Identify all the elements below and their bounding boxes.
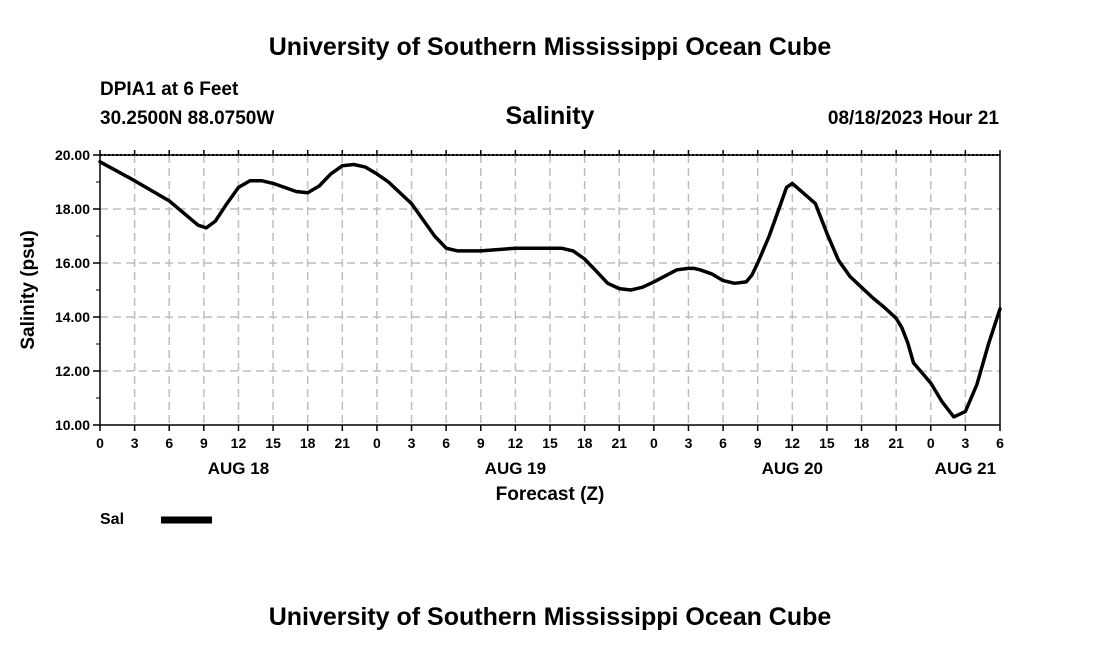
x-tick-label: 18 [577, 435, 593, 451]
x-tick-label: 0 [927, 435, 935, 451]
x-tick-label: 15 [265, 435, 281, 451]
chart-title-top: University of Southern Mississippi Ocean… [269, 33, 832, 61]
x-tick-label: 15 [819, 435, 835, 451]
y-tick-label: 18.00 [55, 201, 90, 217]
y-tick-label: 14.00 [55, 309, 90, 325]
x-tick-label: 21 [335, 435, 351, 451]
date-label: AUG 18 [208, 459, 269, 478]
x-tick-label: 0 [96, 435, 104, 451]
x-tick-label: 3 [685, 435, 693, 451]
y-tick-label: 12.00 [55, 363, 90, 379]
x-tick-label: 6 [165, 435, 173, 451]
x-tick-label: 12 [785, 435, 801, 451]
x-tick-label: 9 [200, 435, 208, 451]
date-label: AUG 21 [935, 459, 996, 478]
x-tick-label: 12 [508, 435, 524, 451]
x-tick-label: 3 [408, 435, 416, 451]
x-tick-label: 6 [442, 435, 450, 451]
y-tick-label: 10.00 [55, 417, 90, 433]
x-tick-label: 15 [542, 435, 558, 451]
station-coords: 30.2500N 88.0750W [100, 108, 274, 129]
grid-lines [100, 155, 1000, 425]
y-tick-label: 20.00 [55, 147, 90, 163]
x-tick-label: 0 [650, 435, 658, 451]
y-axis: 10.00 12.00 14.00 16.00 18.00 20.00 [55, 147, 100, 433]
x-tick-label: 3 [131, 435, 139, 451]
series-line-sal [98, 160, 1002, 419]
station-label: DPIA1 at 6 Feet [100, 79, 239, 100]
x-tick-label: 21 [611, 435, 627, 451]
x-tick-label: 9 [477, 435, 485, 451]
x-tick-label: 9 [754, 435, 762, 451]
x-tick-label: 3 [961, 435, 969, 451]
x-tick-label: 18 [854, 435, 870, 451]
x-tick-label: 6 [719, 435, 727, 451]
issue-time: 08/18/2023 Hour 21 [828, 108, 1000, 129]
date-label: AUG 20 [762, 459, 823, 478]
x-tick-label: 21 [888, 435, 904, 451]
x-tick-label: 6 [996, 435, 1004, 451]
date-label: AUG 19 [485, 459, 546, 478]
x-tick-label: 18 [300, 435, 316, 451]
y-axis-label: Salinity (psu) [18, 230, 39, 349]
x-tick-label: 12 [231, 435, 247, 451]
x-axis-label: Forecast (Z) [496, 484, 605, 505]
y-tick-label: 16.00 [55, 255, 90, 271]
variable-title: Salinity [506, 102, 595, 130]
x-tick-label: 0 [373, 435, 381, 451]
chart-title-bottom: University of Southern Mississippi Ocean… [269, 603, 832, 631]
x-axis: 0 3 6 9 12 15 18 21 0 3 6 9 12 15 18 21 0 3 6 9 12 15 18 21 0 3 6A… [96, 150, 1004, 478]
legend-label: Sal [100, 511, 124, 528]
